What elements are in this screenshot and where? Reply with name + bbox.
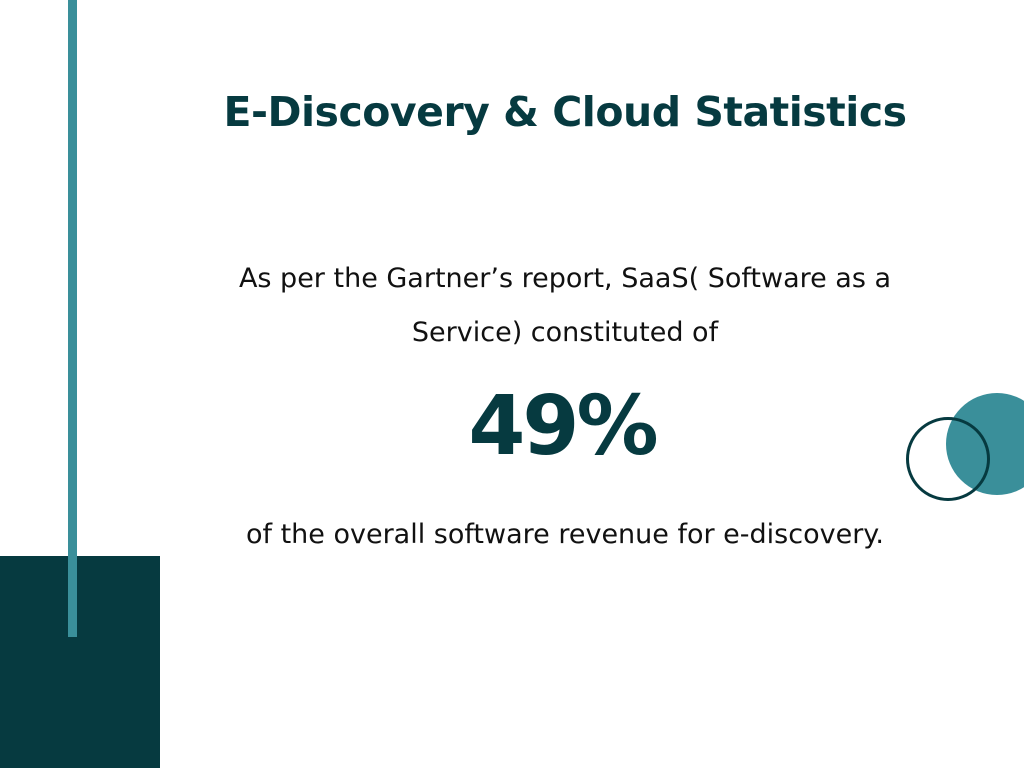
intro-line-1: As per the Gartner’s report, SaaS( Softw…	[238, 263, 892, 294]
slide-title: E-Discovery & Cloud Statistics	[223, 88, 907, 136]
intro-text: As per the Gartner’s report, SaaS( Softw…	[150, 252, 980, 360]
intro-line-2: Service) constituted of	[411, 317, 719, 348]
outro-text: of the overall software revenue for e-di…	[245, 519, 885, 550]
dark-teal-block	[0, 556, 160, 768]
outline-circle-decoration	[906, 417, 990, 501]
stat-value: 49%	[468, 379, 658, 474]
vertical-accent-bar	[68, 0, 77, 637]
